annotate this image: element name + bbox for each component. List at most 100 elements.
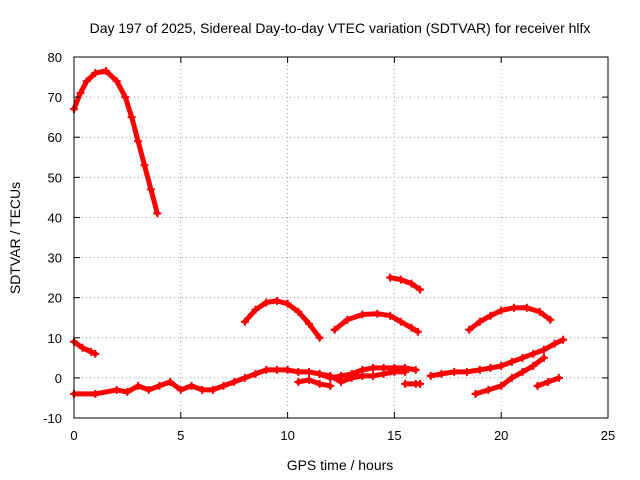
data-point xyxy=(358,310,367,319)
series-line xyxy=(242,298,323,341)
x-tick-label: 10 xyxy=(280,428,294,443)
data-point xyxy=(518,353,527,362)
series-arc-10 xyxy=(401,379,425,388)
data-point xyxy=(153,209,162,218)
data-point xyxy=(554,373,563,382)
data-point xyxy=(78,343,87,352)
series-arc-6 xyxy=(465,303,555,334)
data-point xyxy=(507,373,516,382)
data-point xyxy=(559,335,568,344)
y-tick-label: 20 xyxy=(48,291,62,306)
data-point xyxy=(390,367,399,376)
data-point xyxy=(87,347,96,356)
data-point xyxy=(465,325,474,334)
data-point xyxy=(326,371,335,380)
x-tick-label: 20 xyxy=(494,428,508,443)
data-point xyxy=(484,385,493,394)
data-point xyxy=(123,387,132,396)
data-point xyxy=(127,113,136,122)
data-point xyxy=(533,381,542,390)
grid-lines xyxy=(74,57,608,418)
series-arc-5 xyxy=(386,273,425,294)
data-point xyxy=(379,369,388,378)
x-tick-label: 0 xyxy=(70,428,77,443)
plot-frame xyxy=(73,56,609,419)
series-arc-8 xyxy=(315,367,410,386)
data-point xyxy=(294,367,303,376)
data-point xyxy=(283,299,292,308)
data-point xyxy=(497,381,506,390)
data-point xyxy=(396,317,405,326)
y-tick-label: 0 xyxy=(55,371,62,386)
series-arc-9 xyxy=(294,375,335,390)
y-tick-label: 60 xyxy=(48,130,62,145)
data-point xyxy=(373,309,382,318)
data-point xyxy=(486,363,495,372)
data-point xyxy=(146,185,155,194)
data-point xyxy=(112,77,121,86)
series-line xyxy=(387,275,423,293)
data-point xyxy=(230,377,239,386)
data-point xyxy=(134,381,143,390)
x-tick-label: 25 xyxy=(601,428,615,443)
data-point xyxy=(416,285,425,294)
data-point xyxy=(166,377,175,386)
data-point xyxy=(546,315,555,324)
data-point xyxy=(529,349,538,358)
series-arc-1 xyxy=(70,67,162,218)
data-point xyxy=(134,137,143,146)
data-point xyxy=(369,363,378,372)
data-point xyxy=(140,161,149,170)
series-arc-7 xyxy=(70,363,420,398)
data-point xyxy=(315,333,324,342)
data-point xyxy=(358,371,367,380)
series-arc-11 xyxy=(426,335,568,380)
data-point xyxy=(426,371,435,380)
data-point xyxy=(522,303,531,312)
data-point xyxy=(337,377,345,386)
data-point xyxy=(294,307,303,316)
y-tick-label: 30 xyxy=(48,251,62,266)
data-point xyxy=(475,365,484,374)
data-point xyxy=(529,361,538,370)
data-point xyxy=(272,365,281,374)
data-point xyxy=(401,379,410,388)
data-point xyxy=(262,365,271,374)
data-point xyxy=(437,369,446,378)
data-point xyxy=(407,323,416,332)
data-point xyxy=(550,339,559,348)
data-point xyxy=(386,311,395,320)
y-tick-label: 80 xyxy=(48,50,62,65)
data-point xyxy=(386,273,395,282)
data-point xyxy=(91,349,100,358)
y-tick-label: 10 xyxy=(48,331,62,346)
data-point xyxy=(416,379,425,388)
data-point xyxy=(544,377,553,386)
data-point xyxy=(294,377,303,386)
data-point xyxy=(463,367,472,376)
y-tick-label: 50 xyxy=(48,170,62,185)
data-point xyxy=(82,77,91,86)
data-point xyxy=(304,367,313,376)
data-point xyxy=(315,369,324,378)
data-point xyxy=(76,89,85,98)
data-point xyxy=(518,367,527,376)
data-point xyxy=(315,379,324,388)
y-tick-labels: -10 0 10 20 30 40 50 60 70 80 xyxy=(43,50,62,426)
data-point xyxy=(411,365,420,374)
data-point xyxy=(240,317,249,326)
series-line xyxy=(71,68,160,216)
data-point xyxy=(407,279,416,288)
x-tick-labels: 0 5 10 15 20 25 xyxy=(70,428,615,443)
data-point xyxy=(91,389,100,398)
data-point xyxy=(450,367,459,376)
data-point xyxy=(475,317,484,326)
data-point xyxy=(497,361,506,370)
y-tick-label: 40 xyxy=(48,210,62,225)
data-point xyxy=(272,296,281,305)
data-series xyxy=(70,67,568,398)
data-point xyxy=(283,365,292,374)
data-point xyxy=(401,367,410,376)
data-point xyxy=(471,389,480,398)
